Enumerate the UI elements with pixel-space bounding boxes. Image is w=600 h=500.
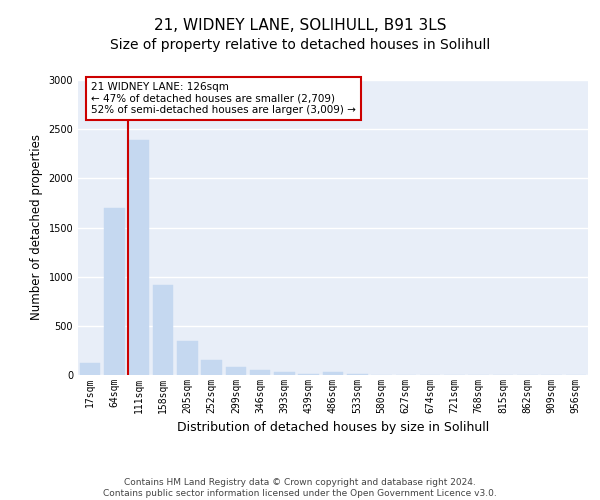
Bar — [201, 360, 222, 375]
Bar — [323, 372, 343, 375]
Bar — [128, 140, 149, 375]
Bar — [298, 374, 319, 375]
Bar — [274, 372, 295, 375]
Bar — [226, 367, 246, 375]
Text: 21, WIDNEY LANE, SOLIHULL, B91 3LS: 21, WIDNEY LANE, SOLIHULL, B91 3LS — [154, 18, 446, 32]
Bar — [104, 208, 125, 375]
Bar — [177, 340, 197, 375]
Text: Size of property relative to detached houses in Solihull: Size of property relative to detached ho… — [110, 38, 490, 52]
X-axis label: Distribution of detached houses by size in Solihull: Distribution of detached houses by size … — [177, 422, 489, 434]
Bar — [347, 374, 368, 375]
Bar — [152, 284, 173, 375]
Text: 21 WIDNEY LANE: 126sqm
← 47% of detached houses are smaller (2,709)
52% of semi-: 21 WIDNEY LANE: 126sqm ← 47% of detached… — [91, 82, 356, 115]
Y-axis label: Number of detached properties: Number of detached properties — [30, 134, 43, 320]
Bar — [250, 370, 271, 375]
Bar — [80, 363, 100, 375]
Text: Contains HM Land Registry data © Crown copyright and database right 2024.
Contai: Contains HM Land Registry data © Crown c… — [103, 478, 497, 498]
